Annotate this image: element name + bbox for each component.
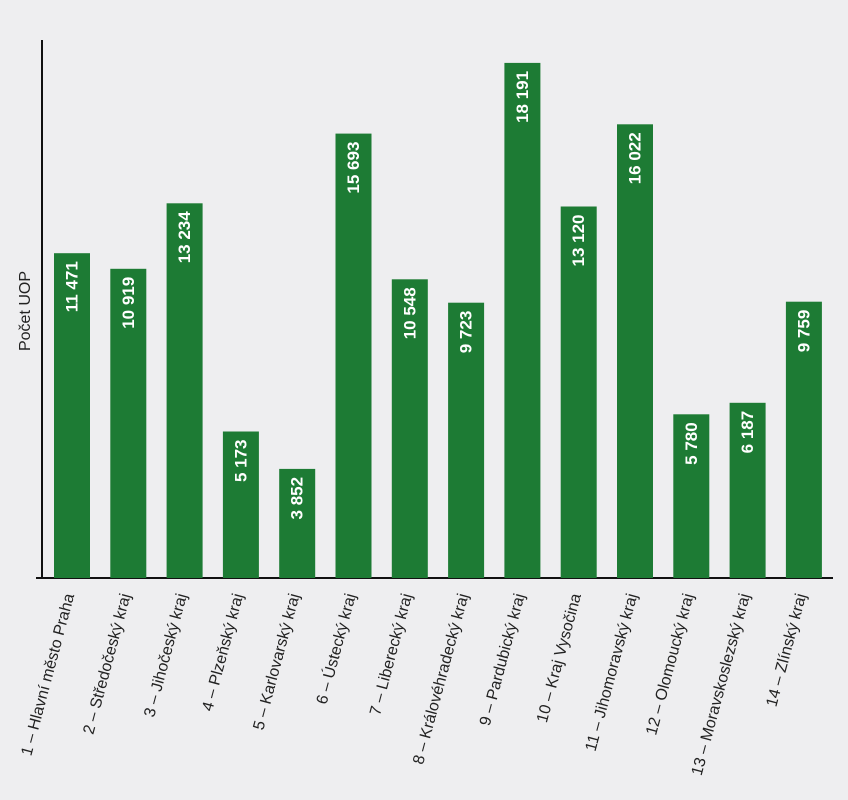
bar — [110, 268, 147, 578]
bar-value-label: 15 693 — [344, 142, 363, 194]
bar-value-label: 16 022 — [626, 132, 645, 184]
x-tick-label: 13 – Moravskoslezský kraj — [689, 592, 754, 778]
bar — [391, 279, 428, 578]
x-tick-label: 6 – Ústecký kraj — [312, 591, 360, 706]
bar-value-label: 18 191 — [513, 71, 532, 123]
x-tick-label: 2 – Středočeský kraj — [81, 592, 135, 736]
bar-value-label: 6 187 — [738, 411, 757, 454]
bar — [54, 253, 90, 578]
x-tick-labels: 1 – Hlavní město Praha 2 – Středočeský kr… — [19, 591, 811, 777]
bar — [504, 62, 541, 578]
bar-value-label: 10 919 — [119, 277, 138, 329]
bar-value-label: 10 548 — [400, 287, 419, 339]
bar-value-label: 9 723 — [457, 311, 476, 354]
x-tick-label: 11 – Jihomoravský kraj — [583, 592, 641, 753]
bar-value-label: 13 234 — [175, 211, 194, 264]
bar-value-label: 9 759 — [794, 310, 813, 353]
bar-value-label: 11 471 — [63, 261, 82, 312]
x-tick-label: 14 – Zlínský kraj — [764, 592, 811, 709]
bar — [222, 431, 259, 578]
x-tick-label: 8 – Královéhradecký kraj — [410, 592, 472, 766]
y-axis-title: Počet UOP — [17, 271, 34, 351]
bar-value-label: 13 120 — [569, 215, 588, 267]
x-tick-label: 12 – Olomoucký kraj — [643, 592, 697, 737]
bar-value-label: 5 173 — [231, 440, 250, 483]
bar — [448, 302, 485, 578]
x-tick-label: 4 – Plzeňský kraj — [199, 592, 247, 713]
bar — [166, 203, 203, 579]
bar — [279, 468, 316, 578]
x-tick-label: 5 – Karlovarský kraj — [251, 592, 304, 732]
bar — [560, 206, 597, 578]
bar — [729, 402, 766, 578]
x-tick-label: 3 – Jihočeský kraj — [141, 592, 190, 719]
x-tick-label: 1 – Hlavní město Praha — [19, 592, 79, 758]
bar — [785, 301, 822, 578]
x-tick-label: 10 – Kraj Vysočina — [534, 592, 585, 725]
bars-group: 11 471 10 919 13 234 5 173 3 852 15 693 10 548… — [54, 62, 822, 579]
bar-value-label: 5 780 — [682, 422, 701, 465]
x-tick-label: 9 – Pardubický kraj — [477, 592, 529, 728]
bar — [617, 124, 653, 579]
bar-value-label: 3 852 — [288, 477, 307, 520]
bar — [673, 414, 710, 578]
x-tick-label: 7 – Liberecký kraj — [367, 592, 416, 718]
bar — [335, 133, 372, 578]
